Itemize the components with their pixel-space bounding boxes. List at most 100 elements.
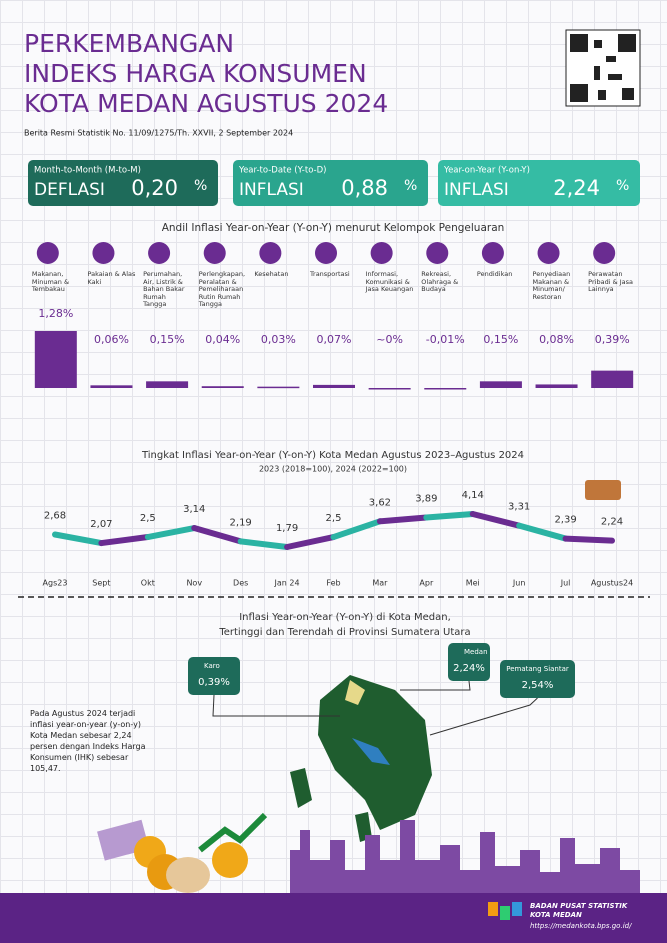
value-label: 2,07: [90, 519, 112, 530]
value-label: 2,24: [601, 517, 623, 528]
city-value: 2,54%: [522, 680, 554, 691]
city-name: Karo: [204, 662, 220, 670]
qr-pattern: [570, 34, 636, 102]
city-box: [448, 643, 490, 681]
bar: [313, 384, 355, 388]
x-tick-label: Agustus24: [591, 579, 633, 588]
chart-subtitle: 2023 (2018=100), 2024 (2022=100): [259, 465, 407, 474]
map-shape: [290, 675, 432, 842]
x-tick-label: Jun: [512, 579, 526, 588]
value-label: 0,08%: [539, 333, 574, 346]
value-label: 1,28%: [38, 307, 73, 320]
indicator-unit: %: [194, 178, 207, 194]
line-segment: [469, 511, 523, 529]
subtitle: Berita Resmi Statistik No. 11/09/1275/Th…: [24, 129, 293, 138]
city-name: Pematang Siantar: [506, 665, 569, 673]
value-label: 0,07%: [317, 333, 352, 346]
value-label: 3,31: [508, 502, 530, 513]
category-icon: [148, 242, 171, 264]
title-line: INDEKS HARGA KONSUMEN: [24, 59, 367, 88]
indicator-box: [28, 160, 218, 206]
category-label: Makanan, Minuman & Tembakau: [31, 270, 70, 293]
value-label: 2,5: [326, 513, 342, 524]
category-icon: [426, 242, 449, 264]
city-value: 2,24%: [453, 663, 485, 674]
value-label: 0,15%: [483, 333, 518, 346]
map-title: Inflasi Year-on-Year (Y-on-Y) di Kota Me…: [239, 612, 451, 623]
truck-icon: [585, 480, 621, 500]
category-label: Informasi, Komunikasi & Jasa Keuangan: [365, 270, 414, 293]
chart-title: Tingkat Inflasi Year-on-Year (Y-on-Y) Ko…: [141, 450, 524, 461]
bar: [201, 386, 244, 388]
indicator-value: 2,24: [553, 176, 600, 200]
x-tick-label: Jan 24: [274, 579, 300, 588]
value-label: 1,79: [276, 523, 298, 534]
indicator-kind: DEFLASI: [34, 180, 105, 200]
category-icon: [481, 242, 504, 264]
x-tick-label: Okt: [141, 579, 155, 588]
value-label: 0,06%: [94, 333, 129, 346]
note: Pada Agustus 2024 terjadi inflasi year-o…: [30, 709, 146, 773]
value-label: 4,14: [462, 490, 484, 501]
value-label: 3,62: [369, 497, 391, 508]
line-segment: [237, 538, 291, 550]
x-tick-label: Sept: [92, 579, 110, 588]
line-segment: [423, 511, 476, 521]
value-label: 0,39%: [595, 333, 630, 346]
line-segment: [52, 531, 105, 547]
x-tick-label: Apr: [419, 579, 434, 588]
city-box: [500, 660, 575, 698]
line-segment: [144, 525, 198, 541]
footer-url: https://medankota.bps.go.id/: [530, 922, 632, 930]
decor-coins: [97, 812, 268, 893]
indicator-kind: INFLASI: [239, 180, 304, 200]
indicator-kind: INFLASI: [444, 180, 509, 200]
skyline: [290, 820, 640, 895]
footer-org: KOTA MEDAN: [530, 911, 582, 919]
map-title: Tertinggi dan Terendah di Provinsi Sumat…: [218, 627, 470, 638]
category-label: Pendidikan: [476, 270, 513, 278]
city-name: Medan: [464, 648, 488, 656]
value-label: 0,15%: [150, 333, 185, 346]
title-line: KOTA MEDAN AGUSTUS 2024: [24, 89, 388, 118]
line-segment: [284, 534, 337, 550]
city-value: 0,39%: [198, 677, 230, 688]
x-tick-label: Des: [233, 579, 248, 588]
value-label: 2,39: [554, 515, 576, 526]
bps-logo: [488, 902, 522, 920]
value-label: 0,04%: [205, 333, 240, 346]
line-segment: [191, 525, 244, 545]
line-segment: [376, 514, 430, 525]
x-tick-label: Mar: [372, 579, 388, 588]
category-icon: [537, 242, 560, 264]
bar: [368, 388, 411, 390]
bar: [424, 388, 467, 390]
city-box: [188, 657, 240, 695]
indicator-period: Year-on-Year (Y-on-Y): [443, 166, 530, 176]
line-segment: [98, 534, 151, 547]
indicator-unit: %: [616, 178, 629, 194]
indicator-period: Month-to-Month (M-to-M): [34, 166, 141, 176]
pointer-line: [400, 680, 471, 691]
value-label: 3,14: [183, 504, 205, 515]
category-label: Pakaian & Alas Kaki: [87, 270, 136, 286]
category-icon: [593, 242, 616, 264]
x-tick-label: Nov: [186, 579, 202, 588]
x-tick-label: Jul: [560, 579, 571, 588]
bar: [591, 370, 634, 388]
footer-org: BADAN PUSAT STATISTIK: [530, 902, 628, 910]
value-label: ~0%: [376, 333, 403, 346]
x-tick-label: Feb: [326, 579, 340, 588]
value-label: 2,19: [230, 517, 252, 528]
bar: [34, 331, 77, 388]
category-icon: [203, 242, 226, 264]
title-line: PERKEMBANGAN: [24, 29, 234, 58]
bar: [257, 386, 300, 389]
pointer-line: [429, 697, 538, 736]
category-icon: [370, 242, 393, 264]
category-label: Transportasi: [310, 270, 350, 278]
indicator-value: 0,88: [341, 176, 388, 200]
indicator-unit: %: [404, 178, 417, 194]
